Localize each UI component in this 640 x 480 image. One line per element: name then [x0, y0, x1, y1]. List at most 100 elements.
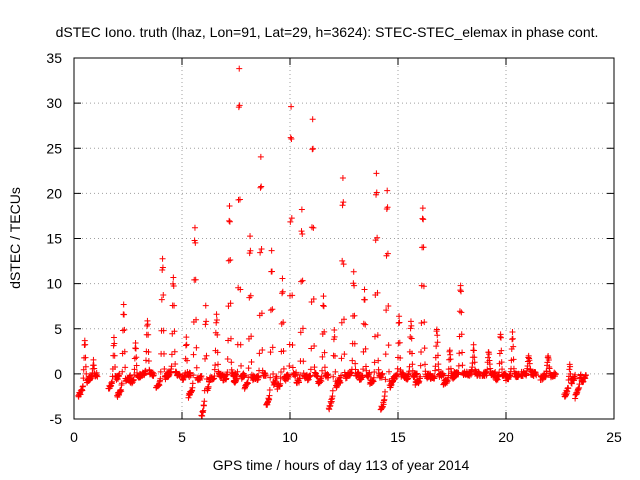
data-point — [256, 350, 263, 357]
data-point — [157, 368, 164, 375]
data-point — [307, 366, 314, 373]
data-point — [257, 249, 264, 256]
data-point — [190, 351, 197, 358]
data-point — [90, 356, 97, 363]
data-point — [289, 341, 296, 348]
data-point — [311, 364, 318, 371]
data-point — [110, 334, 117, 341]
data-point — [567, 370, 574, 377]
data-point — [329, 393, 336, 400]
data-point — [198, 373, 205, 380]
data-point — [331, 333, 338, 340]
data-point — [288, 215, 295, 222]
data-point — [319, 353, 326, 360]
data-point — [458, 288, 464, 295]
data-point — [339, 174, 346, 181]
data-point — [190, 372, 197, 379]
data-point — [409, 350, 416, 357]
data-point — [289, 364, 296, 371]
data-point — [320, 293, 327, 300]
data-point — [352, 360, 359, 367]
data-point — [121, 348, 128, 355]
data-point — [360, 366, 367, 373]
chart-title: dSTEC Iono. truth (lhaz, Lon=91, Lat=29,… — [56, 24, 599, 40]
data-point — [278, 369, 284, 376]
data-point — [133, 362, 140, 369]
data-point — [397, 354, 404, 361]
data-point — [132, 345, 139, 352]
data-point — [314, 373, 321, 380]
data-point — [298, 206, 305, 213]
data-point — [247, 292, 254, 299]
data-point — [386, 368, 392, 375]
data-point — [297, 371, 304, 378]
data-point — [458, 309, 465, 316]
data-point — [213, 311, 220, 318]
data-point — [352, 366, 359, 373]
data-point — [289, 292, 296, 299]
data-point — [111, 352, 118, 359]
data-point — [498, 347, 505, 354]
data-point — [374, 234, 381, 241]
data-point — [510, 365, 517, 372]
data-point — [456, 350, 463, 357]
data-point — [396, 319, 403, 326]
data-point — [262, 372, 269, 379]
data-point — [414, 370, 421, 377]
data-point — [205, 383, 212, 390]
data-point — [374, 332, 381, 339]
data-point — [419, 205, 426, 212]
data-point — [484, 366, 491, 373]
data-point — [299, 325, 306, 332]
data-point — [160, 327, 167, 334]
y-tick-label: 0 — [54, 366, 62, 382]
data-point — [157, 375, 164, 382]
data-point — [267, 374, 274, 381]
data-point — [255, 374, 262, 381]
y-tick-label: 5 — [54, 321, 62, 337]
data-point — [82, 341, 89, 348]
data-point — [237, 341, 244, 348]
data-point — [279, 275, 286, 282]
data-point — [109, 378, 116, 385]
x-tick-label: 10 — [282, 429, 298, 445]
data-point — [447, 356, 454, 363]
data-point — [349, 357, 356, 364]
data-points — [75, 65, 589, 420]
y-tick-label: 25 — [46, 140, 62, 156]
data-point — [332, 352, 338, 359]
data-point — [297, 329, 304, 336]
data-point — [267, 349, 274, 356]
data-point — [248, 359, 255, 366]
data-point — [422, 361, 428, 368]
data-point — [247, 247, 254, 254]
x-tick-label: 25 — [606, 429, 622, 445]
data-point — [257, 184, 264, 191]
data-point — [193, 316, 200, 323]
data-point — [267, 307, 274, 314]
data-point — [193, 364, 200, 371]
data-point — [183, 334, 190, 341]
x-axis-label: GPS time / hours of day 113 of year 2014 — [213, 457, 470, 473]
data-point — [258, 245, 265, 252]
data-point — [374, 289, 381, 296]
data-point — [236, 65, 243, 72]
data-point — [144, 321, 151, 328]
data-point — [258, 310, 265, 317]
data-point — [338, 319, 345, 326]
data-point — [202, 302, 209, 309]
x-tick-label: 0 — [70, 429, 78, 445]
data-point — [161, 350, 167, 357]
data-point — [384, 187, 391, 194]
data-point — [496, 369, 503, 376]
data-point — [257, 153, 264, 160]
data-point — [234, 368, 241, 375]
data-point — [132, 340, 139, 347]
data-point — [226, 218, 233, 225]
data-point — [320, 303, 327, 310]
data-point — [309, 116, 316, 123]
data-point — [361, 296, 368, 303]
data-point — [552, 371, 559, 378]
data-point — [360, 348, 367, 355]
data-point — [298, 228, 305, 235]
